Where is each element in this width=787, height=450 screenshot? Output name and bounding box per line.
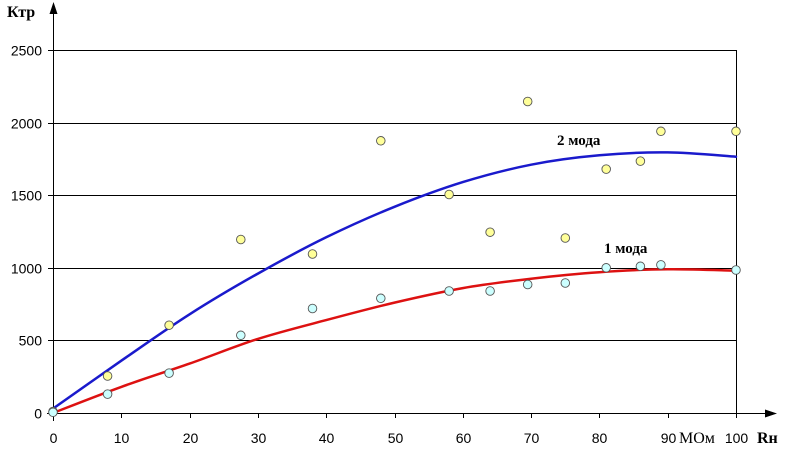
x-tick-label: 30 bbox=[251, 430, 267, 446]
data-point-series-1 bbox=[444, 189, 454, 200]
x-tick-label: 60 bbox=[456, 430, 472, 446]
y-tick-label: 2000 bbox=[11, 116, 42, 132]
trend-curve-series-1 bbox=[51, 151, 738, 410]
data-point-series-1 bbox=[376, 136, 386, 146]
data-point-series-2 bbox=[48, 407, 58, 418]
data-point-series-1 bbox=[164, 320, 174, 330]
data-point-series-1 bbox=[236, 234, 246, 245]
data-point-series-1 bbox=[656, 126, 666, 137]
x-tick-label: 20 bbox=[183, 430, 199, 446]
data-point-series-1 bbox=[485, 227, 495, 237]
series-label-mode-2: 2 мода bbox=[557, 133, 601, 149]
x-tick-label: 100 bbox=[725, 430, 749, 446]
x-tick-label: 50 bbox=[388, 430, 404, 446]
data-point-series-2 bbox=[164, 368, 174, 378]
data-point-series-2 bbox=[376, 293, 386, 304]
data-point-series-1 bbox=[560, 233, 571, 243]
data-points bbox=[48, 96, 741, 418]
y-axis-title: Ктр bbox=[7, 4, 35, 21]
data-point-series-2 bbox=[560, 278, 571, 288]
data-point-series-2 bbox=[307, 303, 318, 314]
x-axis-arrow bbox=[765, 409, 777, 418]
x-tick-label: 0 bbox=[50, 430, 58, 446]
data-point-series-2 bbox=[731, 265, 741, 275]
data-point-series-1 bbox=[307, 249, 318, 259]
data-point-series-1 bbox=[102, 371, 113, 381]
data-point-series-2 bbox=[236, 330, 246, 341]
x-tick-label: 10 bbox=[114, 430, 130, 446]
data-point-series-2 bbox=[444, 286, 454, 296]
y-tick-label: 2500 bbox=[11, 43, 42, 59]
y-tick-label: 1000 bbox=[11, 261, 42, 277]
data-point-series-2 bbox=[656, 260, 666, 270]
y-tick-label: 1500 bbox=[11, 188, 42, 204]
tick-labels: 0 500 1000 1500 2000 2500 0 10 20 30 40 50 60 70 80 90 1… bbox=[11, 43, 749, 447]
x-tick-label: 70 bbox=[524, 430, 540, 446]
data-point-series-1 bbox=[635, 156, 646, 166]
data-point-series-1 bbox=[522, 96, 533, 107]
chart-labels: Ктр МОм Rн 2 мода 1 мода bbox=[7, 4, 778, 447]
trend-curves bbox=[51, 151, 738, 415]
y-axis-arrow bbox=[49, 2, 58, 14]
axes bbox=[47, 2, 777, 421]
y-tick-label: 0 bbox=[34, 406, 42, 422]
gridlines bbox=[53, 50, 737, 413]
data-point-series-2 bbox=[102, 389, 113, 399]
data-point-series-2 bbox=[485, 286, 495, 296]
data-point-series-2 bbox=[635, 261, 646, 272]
y-tick-label: 500 bbox=[19, 333, 43, 349]
x-tick-label: 90 bbox=[661, 430, 677, 446]
trend-curve-series-2 bbox=[51, 268, 738, 415]
data-point-series-2 bbox=[601, 263, 611, 273]
x-axis-title: Rн bbox=[757, 430, 778, 447]
x-tick-label: 40 bbox=[319, 430, 335, 446]
data-point-series-1 bbox=[601, 164, 611, 174]
x-axis-unit: МОм bbox=[679, 430, 715, 447]
x-tick-label: 80 bbox=[592, 430, 608, 446]
data-point-series-1 bbox=[731, 126, 741, 137]
data-point-series-2 bbox=[522, 279, 533, 290]
series-label-mode-1: 1 мода bbox=[604, 241, 648, 257]
